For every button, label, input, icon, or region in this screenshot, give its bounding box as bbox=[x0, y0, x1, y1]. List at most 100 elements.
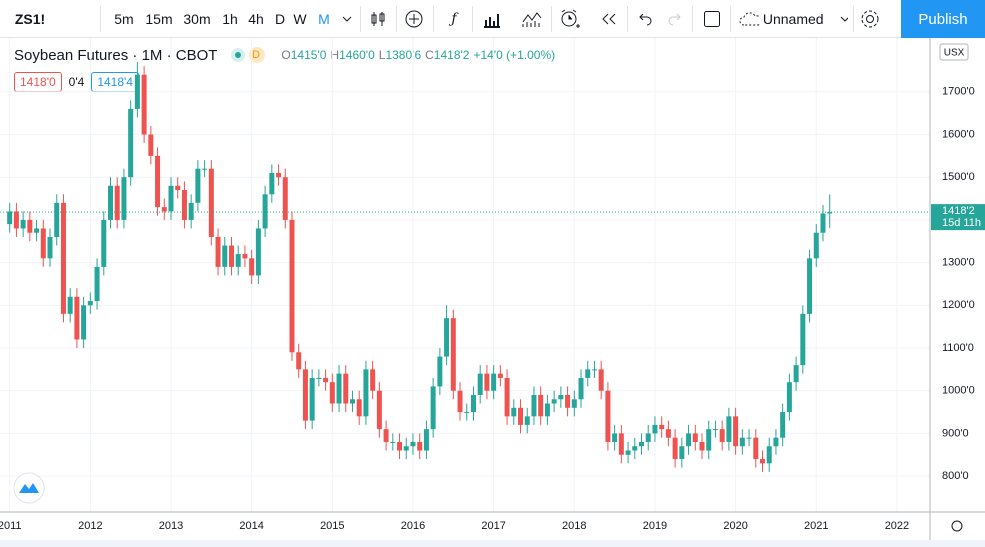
candle-body bbox=[202, 168, 208, 170]
templates-button[interactable] bbox=[480, 0, 504, 37]
symbol[interactable]: ZS1! bbox=[14, 10, 46, 27]
candle-body bbox=[161, 207, 167, 212]
candle-body bbox=[571, 399, 577, 408]
candle-body bbox=[67, 296, 73, 314]
interval-button[interactable]: M bbox=[318, 10, 330, 27]
candle-body bbox=[269, 172, 275, 195]
candle-body bbox=[679, 446, 685, 460]
indicators-button[interactable]: ƒ bbox=[451, 10, 457, 27]
candle-body bbox=[363, 369, 369, 417]
candle-body bbox=[605, 390, 611, 442]
candle-body bbox=[457, 390, 463, 413]
alert-button[interactable] bbox=[558, 0, 582, 37]
candle-body bbox=[753, 437, 759, 460]
candle-body bbox=[625, 450, 631, 455]
settings-button[interactable] bbox=[858, 0, 882, 37]
candle-body bbox=[397, 441, 403, 451]
toolbar: ZS1! ƒ Unnamed Publish 5m 15m 30m 1h 4h D W M bbox=[0, 0, 985, 38]
x-tick-label: 2013 bbox=[159, 520, 183, 532]
candle-body bbox=[477, 373, 483, 395]
publish-button[interactable]: Publish bbox=[901, 0, 985, 38]
candle-body bbox=[699, 441, 705, 451]
countdown-label: 15d 11h bbox=[942, 217, 981, 229]
candle-body bbox=[733, 416, 739, 447]
candle-body bbox=[585, 369, 591, 378]
logo-badge bbox=[13, 472, 45, 504]
candle-body bbox=[444, 318, 450, 357]
candle-body bbox=[827, 212, 833, 214]
y-tick-label: 800'0 bbox=[942, 470, 969, 482]
interval-button[interactable]: W bbox=[293, 10, 307, 27]
candle-body bbox=[276, 172, 282, 178]
candle-body bbox=[168, 185, 174, 212]
x-tick-label: 2017 bbox=[481, 520, 505, 532]
ohlc-key: H bbox=[330, 48, 340, 62]
candle-body bbox=[228, 245, 234, 267]
candle-body bbox=[437, 356, 443, 387]
financials-button[interactable] bbox=[520, 0, 544, 37]
candle-body bbox=[800, 313, 806, 366]
separator bbox=[100, 6, 101, 32]
candle-body bbox=[390, 441, 396, 443]
candle-body bbox=[692, 433, 698, 442]
interval-button[interactable]: D bbox=[274, 10, 286, 27]
fullscreen-button[interactable] bbox=[700, 0, 724, 37]
candle-body bbox=[773, 437, 779, 447]
candle-body bbox=[383, 429, 389, 442]
axis-settings[interactable] bbox=[951, 520, 963, 532]
compare-button[interactable] bbox=[402, 0, 426, 37]
candle-body bbox=[148, 134, 154, 156]
ohlc-value: 1380'6 bbox=[385, 48, 422, 62]
redo-button[interactable] bbox=[662, 0, 686, 37]
interval-button[interactable]: 5m bbox=[114, 10, 134, 27]
interval-button[interactable]: 1h bbox=[222, 10, 238, 27]
candle-body bbox=[343, 373, 349, 404]
ohlc-value: 1460'0 bbox=[339, 48, 375, 62]
candle-body bbox=[719, 429, 725, 442]
candle-body bbox=[222, 245, 228, 267]
candle-body bbox=[464, 412, 470, 414]
interval-menu[interactable] bbox=[338, 0, 356, 37]
candle-body bbox=[632, 446, 638, 451]
candle-body bbox=[470, 394, 476, 413]
interval-button[interactable]: 30m bbox=[183, 10, 211, 27]
y-tick-label: 1500'0 bbox=[942, 171, 975, 183]
logo bbox=[19, 483, 39, 493]
spread: 0'4 bbox=[68, 75, 85, 89]
candle-body bbox=[484, 373, 490, 391]
candle-body bbox=[81, 305, 87, 340]
x-tick-label: 2015 bbox=[320, 520, 344, 532]
layout-menu[interactable]: Unnamed bbox=[738, 0, 848, 37]
candle-body bbox=[618, 433, 624, 455]
candle-body bbox=[659, 424, 665, 430]
candle-body bbox=[108, 185, 114, 220]
interval-button[interactable]: 15m bbox=[145, 10, 173, 27]
candle-body bbox=[74, 296, 80, 340]
candle-body bbox=[780, 412, 786, 438]
candle-body bbox=[665, 429, 671, 438]
candle-body bbox=[208, 168, 214, 237]
candle-body bbox=[793, 365, 799, 383]
candle-body bbox=[34, 228, 40, 233]
candle-body bbox=[598, 369, 604, 391]
last-price-label: 1418'2 bbox=[942, 205, 975, 217]
undo-button[interactable] bbox=[634, 0, 658, 37]
candle-body bbox=[128, 108, 134, 178]
candle-body bbox=[430, 386, 436, 430]
candle-body bbox=[766, 446, 772, 464]
x-tick-label: 2014 bbox=[239, 520, 263, 532]
y-tick-label: 1300'0 bbox=[942, 257, 975, 269]
separator bbox=[853, 6, 854, 32]
chart-type-button[interactable] bbox=[366, 0, 390, 37]
candle-body bbox=[531, 394, 537, 417]
candle-body bbox=[255, 228, 261, 276]
replay-button[interactable] bbox=[597, 0, 621, 37]
candle-body bbox=[524, 416, 530, 425]
candle-body bbox=[578, 377, 584, 400]
candle-body bbox=[87, 301, 93, 306]
interval-button[interactable]: 4h bbox=[248, 10, 264, 27]
candle-body bbox=[491, 373, 497, 391]
separator bbox=[472, 6, 473, 32]
candle-body bbox=[423, 429, 429, 451]
